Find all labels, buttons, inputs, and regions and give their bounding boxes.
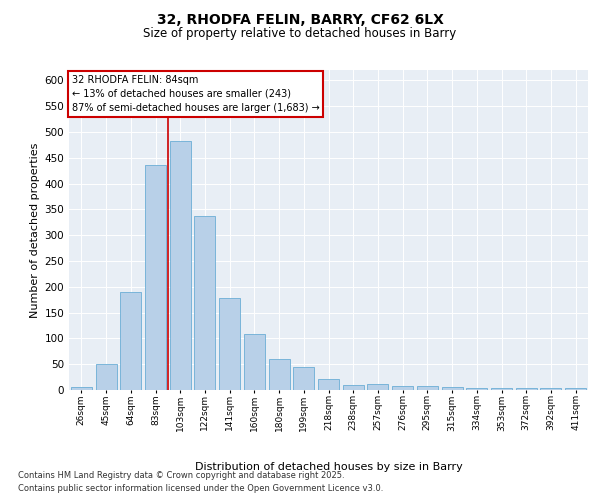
Bar — [194, 216, 215, 390]
Bar — [145, 166, 166, 390]
Bar — [293, 367, 314, 390]
Bar — [466, 388, 487, 390]
Bar — [392, 386, 413, 390]
Bar — [269, 359, 290, 390]
Bar — [442, 388, 463, 390]
Bar — [95, 364, 116, 390]
Bar — [71, 388, 92, 390]
Bar — [170, 140, 191, 390]
Text: Contains public sector information licensed under the Open Government Licence v3: Contains public sector information licen… — [18, 484, 383, 493]
Bar — [565, 388, 586, 390]
Text: 32, RHODFA FELIN, BARRY, CF62 6LX: 32, RHODFA FELIN, BARRY, CF62 6LX — [157, 12, 443, 26]
Text: Distribution of detached houses by size in Barry: Distribution of detached houses by size … — [195, 462, 463, 472]
Bar — [318, 378, 339, 390]
Text: 32 RHODFA FELIN: 84sqm
← 13% of detached houses are smaller (243)
87% of semi-de: 32 RHODFA FELIN: 84sqm ← 13% of detached… — [71, 75, 319, 113]
Bar — [491, 388, 512, 390]
Bar — [244, 334, 265, 390]
Bar — [120, 292, 141, 390]
Bar — [541, 388, 562, 390]
Bar — [343, 385, 364, 390]
Text: Contains HM Land Registry data © Crown copyright and database right 2025.: Contains HM Land Registry data © Crown c… — [18, 470, 344, 480]
Y-axis label: Number of detached properties: Number of detached properties — [30, 142, 40, 318]
Bar — [516, 388, 537, 390]
Bar — [417, 386, 438, 390]
Bar — [219, 298, 240, 390]
Bar — [367, 384, 388, 390]
Text: Size of property relative to detached houses in Barry: Size of property relative to detached ho… — [143, 28, 457, 40]
